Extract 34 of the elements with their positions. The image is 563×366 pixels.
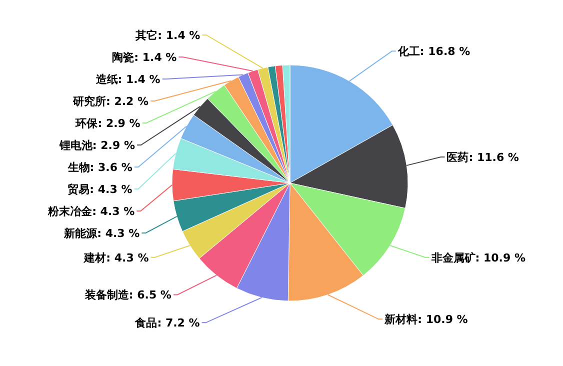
data-label: : 2.2 % [106,94,149,108]
slice-label: 锂电池 [58,138,94,152]
slice-label: 造纸 [94,72,118,86]
data-label: : 3.6 % [90,160,132,174]
data-label: : 4.3 % [90,182,132,196]
slice-label: 生物 [66,160,90,174]
slice-label: 研究所 [72,94,106,108]
data-label: : 4.3 % [97,226,140,240]
data-label: : 1.4 % [158,28,200,42]
slice-label: 粉末冶金 [47,204,94,218]
data-label: : 11.6 % [468,150,519,164]
slice-label: 其它 [134,28,158,42]
slice-label: 贸易 [68,182,90,196]
slice-label: 医药 [446,150,469,164]
data-label: : 4.3 % [92,204,135,218]
slice-label: 食品 [134,316,158,330]
slice-label: 新材料 [384,313,418,326]
data-label: : 2.9 % [92,138,136,152]
data-label: : 7.2 % [157,316,200,330]
slice-label: 新能源 [63,226,98,240]
slice-label: 装备制造 [84,288,130,302]
data-label: : 6.5 % [128,288,172,302]
slice-label: 环保 [74,116,99,130]
data-label: : 2.9 % [98,116,140,130]
data-label: : 1.4 % [118,72,160,86]
data-label: : 16.8 % [420,45,470,58]
data-label: : 10.9 % [475,251,526,264]
data-label: : 1.4 % [134,50,177,64]
data-label: : 10.9 % [418,313,468,326]
slice-label: 非金属矿 [430,251,476,264]
slice-label: 陶瓷 [112,50,134,64]
slice-label: 化工 [396,45,420,58]
slice-label: 建材 [83,251,106,264]
data-label: : 4.3 % [106,251,149,264]
